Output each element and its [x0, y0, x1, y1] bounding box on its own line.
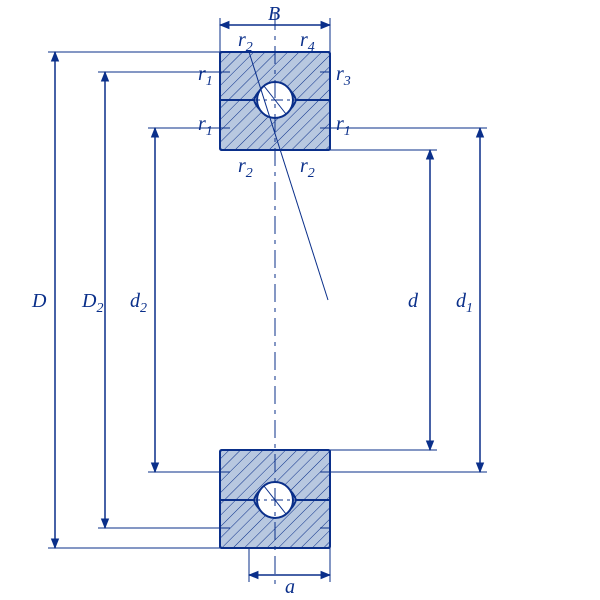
label-r1-tl: r1: [198, 63, 213, 89]
dimension-D2: D2: [81, 72, 220, 528]
label-d1: d1: [456, 290, 473, 316]
label-r2-br: r2: [300, 155, 315, 181]
upper-section: [220, 52, 330, 150]
label-D2: D2: [81, 290, 103, 316]
label-r2-bl: r2: [238, 155, 253, 181]
label-r1-ml: r1: [198, 113, 213, 139]
label-D: D: [31, 290, 47, 312]
label-d: d: [408, 290, 419, 312]
dimension-a: a: [249, 548, 330, 598]
dimension-d2: d2: [130, 128, 220, 472]
label-B: B: [268, 3, 280, 25]
label-a: a: [285, 576, 295, 598]
label-d2: d2: [130, 290, 147, 316]
label-r3-tr: r3: [336, 63, 351, 89]
dimension-d: d: [330, 150, 437, 450]
dimension-D: D: [31, 52, 220, 548]
bearing-cross-section-drawing: B a D D2 d2 d d1 r1: [0, 0, 600, 600]
label-r1-mr: r1: [336, 113, 351, 139]
